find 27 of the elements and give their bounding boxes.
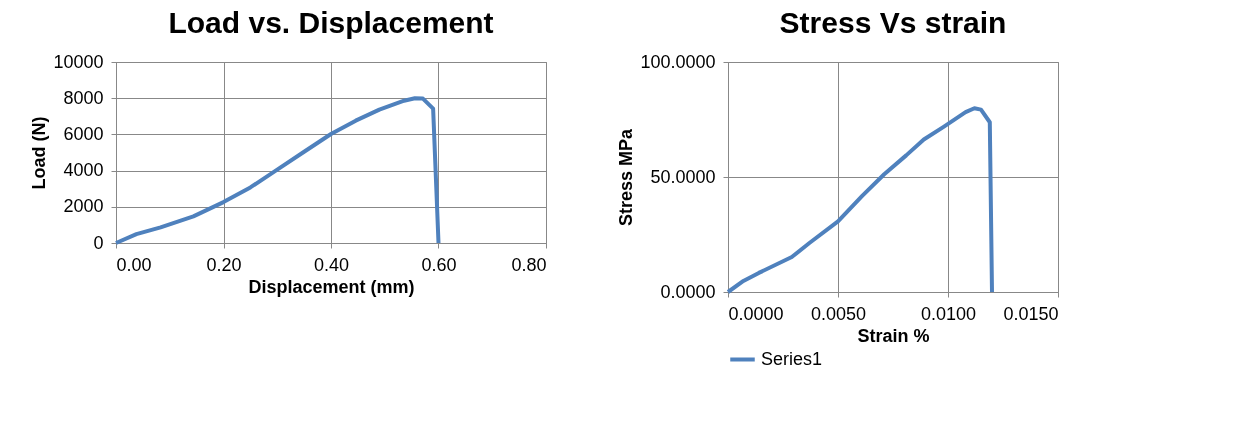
x-tick-label: 0.40 — [313, 254, 350, 275]
chart-title: Stress Vs strain — [779, 6, 1007, 39]
y-tick-label: 4000 — [63, 160, 104, 181]
y-tick-label: 6000 — [63, 123, 104, 144]
y-axis-title: Stress MPa — [616, 127, 637, 227]
y-tick-label: 50.0000 — [650, 166, 716, 187]
x-tick-label: 0.0050 — [810, 303, 867, 324]
x-tick-label: 0.60 — [421, 254, 457, 275]
y-tick-label: 0.0000 — [660, 281, 716, 302]
x-tick-label: 0.0150 — [1003, 303, 1059, 324]
y-axis-title: Load (N) — [29, 116, 50, 190]
x-tick-label: 0.80 — [511, 254, 547, 275]
y-tick-label: 10000 — [53, 51, 104, 72]
x-axis-title: Strain % — [857, 325, 930, 346]
y-tick-label: 0 — [93, 232, 104, 253]
line-series — [726, 106, 994, 294]
x-tick-label: 0.0100 — [920, 303, 977, 324]
chart-title: Load vs. Displacement — [168, 6, 494, 39]
legend-label: Series1 — [761, 348, 823, 369]
x-tick-label: 0.0000 — [728, 303, 784, 324]
y-tick-label: 2000 — [63, 196, 104, 217]
y-tick-label: 100.0000 — [640, 51, 716, 72]
line-series — [114, 96, 441, 245]
y-tick-label: 8000 — [63, 87, 104, 108]
x-tick-label: 0.00 — [116, 254, 152, 275]
x-axis-title: Displacement (mm) — [248, 276, 415, 297]
x-tick-label: 0.20 — [206, 254, 242, 275]
